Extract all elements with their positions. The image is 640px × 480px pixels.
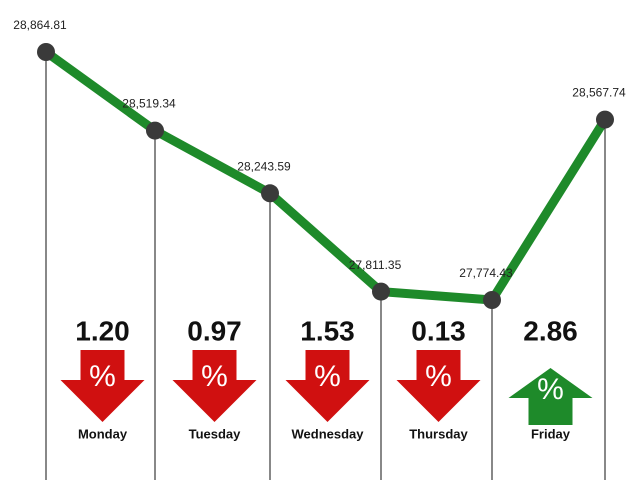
arrow-symbol: % — [89, 360, 116, 393]
point — [372, 282, 390, 301]
day-label: Friday — [531, 426, 571, 441]
point — [596, 110, 614, 129]
day-label: Wednesday — [291, 426, 364, 441]
change-value: 0.97 — [187, 315, 242, 346]
arrow — [508, 368, 593, 425]
arrow — [60, 350, 145, 422]
point — [146, 121, 164, 140]
arrow-symbol: % — [425, 360, 452, 393]
price-line — [43, 48, 609, 305]
point-label: 28,864.81 — [13, 18, 67, 32]
point-label: 27,774.43 — [459, 266, 513, 280]
change-value: 2.86 — [523, 315, 578, 346]
point — [261, 184, 279, 203]
arrow — [172, 350, 257, 422]
change-value: 1.53 — [300, 315, 355, 346]
change-value: 1.20 — [75, 315, 130, 346]
arrow-symbol: % — [201, 360, 228, 393]
day-label: Monday — [78, 426, 128, 441]
arrow-symbol: % — [537, 373, 564, 406]
day-label: Thursday — [409, 426, 468, 441]
arrow — [285, 350, 370, 422]
point-label: 28,567.74 — [572, 86, 626, 100]
day-label: Tuesday — [189, 426, 242, 441]
point-label: 28,243.59 — [237, 159, 291, 173]
arrow — [396, 350, 481, 422]
point — [483, 291, 501, 309]
change-value: 0.13 — [411, 315, 466, 346]
point-label: 28,519.34 — [122, 97, 176, 111]
point — [37, 43, 55, 61]
point-label: 27,811.35 — [349, 258, 402, 272]
arrow-symbol: % — [314, 360, 341, 393]
